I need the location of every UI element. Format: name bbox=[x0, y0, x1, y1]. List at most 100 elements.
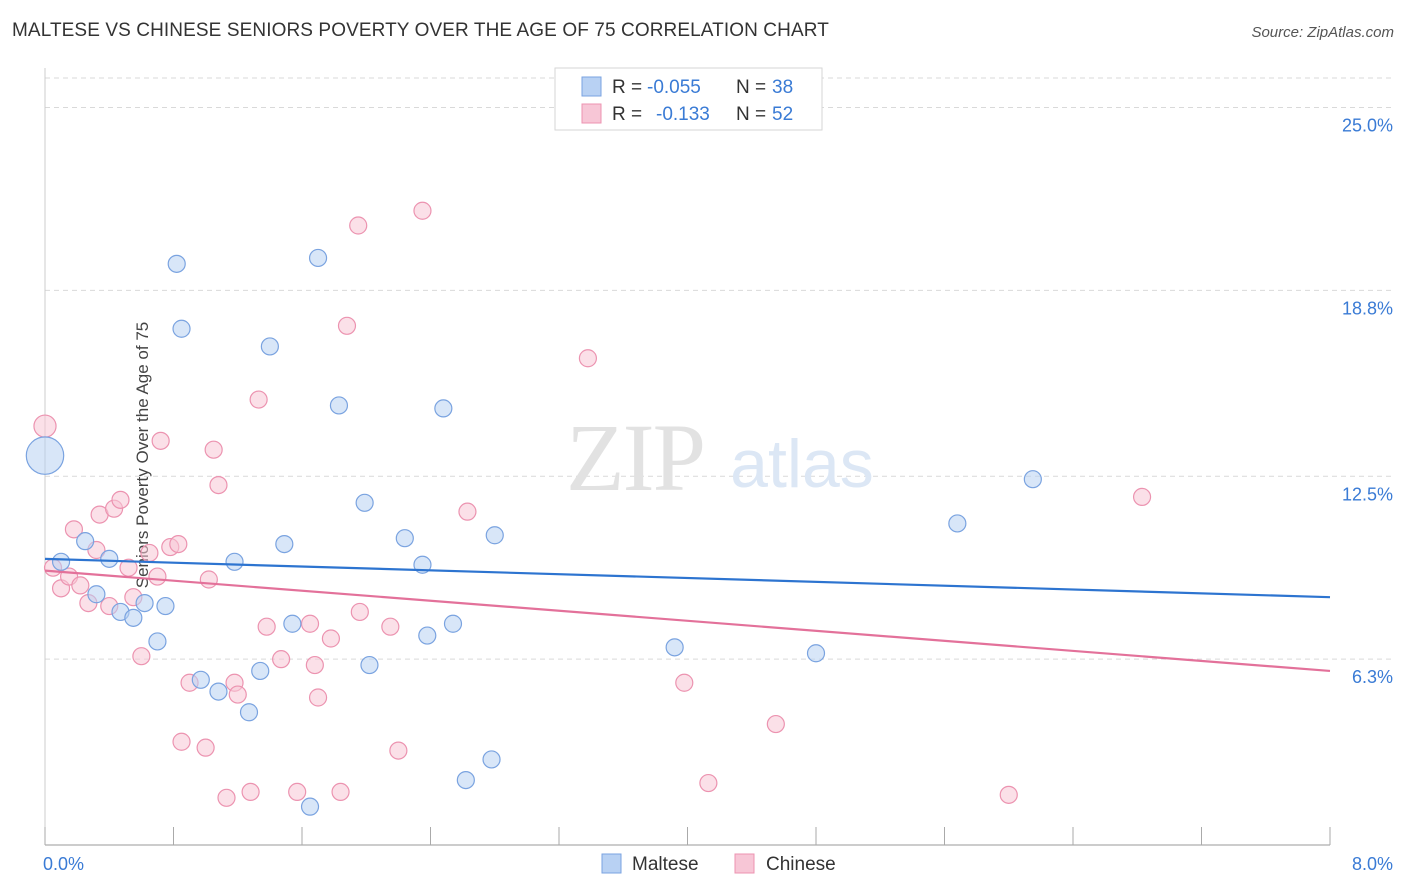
maltese-point bbox=[806, 644, 826, 663]
legend-chinese-n-value: 52 bbox=[772, 104, 793, 125]
y-tick-label: 25.0% bbox=[1342, 116, 1393, 136]
maltese-point bbox=[456, 770, 475, 790]
chart-title: MALTESE VS CHINESE SENIORS POVERTY OVER … bbox=[12, 20, 829, 41]
legend-chinese-swatch bbox=[581, 103, 602, 124]
maltese-point bbox=[948, 514, 967, 533]
maltese-point bbox=[156, 596, 175, 616]
legend-maltese-r-value: -0.055 bbox=[647, 77, 701, 98]
chinese-point bbox=[337, 316, 357, 335]
chinese-point bbox=[308, 688, 328, 707]
legend-top: R = -0.055 N = 38 R = -0.133 N = 52 bbox=[554, 67, 823, 131]
legend-bottom-chinese-label: Chinese bbox=[766, 854, 836, 875]
watermark-atlas: atlas bbox=[730, 426, 874, 502]
maltese-point bbox=[124, 608, 143, 627]
chinese-point bbox=[272, 650, 291, 669]
maltese-trend-line bbox=[44, 557, 1331, 599]
maltese-point bbox=[665, 638, 684, 657]
x-tick-label-max: 8.0% bbox=[1352, 854, 1393, 874]
chinese-point bbox=[140, 543, 159, 563]
maltese-point bbox=[251, 661, 270, 681]
maltese-point bbox=[275, 534, 294, 554]
watermark-zip: ZIP bbox=[566, 404, 704, 511]
maltese-point bbox=[100, 549, 119, 568]
chinese-point bbox=[71, 576, 90, 595]
legend-bottom-maltese-swatch bbox=[601, 853, 622, 874]
maltese-point bbox=[148, 632, 167, 651]
chinese-trend-line bbox=[44, 569, 1331, 673]
maltese-point bbox=[360, 655, 379, 675]
source-label: Source: ZipAtlas.com bbox=[1251, 24, 1394, 41]
chinese-point bbox=[331, 782, 350, 802]
chinese-point bbox=[209, 476, 228, 495]
chinese-point bbox=[111, 490, 130, 509]
chinese-point bbox=[381, 617, 400, 636]
chinese-point bbox=[675, 673, 694, 692]
maltese-point bbox=[329, 396, 349, 415]
chinese-point bbox=[228, 685, 247, 704]
maltese-point bbox=[135, 593, 154, 613]
chinese-point bbox=[458, 502, 477, 521]
chinese-point bbox=[578, 349, 598, 368]
maltese-point bbox=[1023, 470, 1042, 489]
y-tick-labels: 6.3% 12.5% 18.8% 25.0% bbox=[1342, 116, 1393, 688]
maltese-point bbox=[355, 493, 374, 512]
legend-bottom-chinese-swatch bbox=[734, 853, 755, 874]
chinese-point bbox=[249, 390, 268, 409]
maltese-point bbox=[25, 436, 65, 475]
chinese-point bbox=[699, 773, 718, 793]
chinese-point bbox=[132, 647, 151, 666]
chinese-point bbox=[172, 732, 191, 751]
chinese-point bbox=[305, 655, 324, 675]
maltese-point bbox=[434, 399, 453, 418]
legend-bottom: Maltese Chinese bbox=[601, 853, 836, 875]
chinese-point bbox=[196, 738, 215, 757]
maltese-point bbox=[209, 682, 228, 701]
chinese-point bbox=[64, 520, 84, 539]
maltese-point bbox=[485, 526, 504, 545]
y-tick-label: 18.8% bbox=[1342, 298, 1393, 318]
chinese-point bbox=[241, 782, 260, 802]
legend-chinese-r-value: -0.133 bbox=[656, 104, 710, 125]
legend-bottom-maltese-label: Maltese bbox=[632, 854, 699, 875]
trend-lines bbox=[44, 557, 1331, 673]
watermark: ZIP atlas bbox=[566, 404, 874, 511]
gridlines bbox=[45, 77, 1393, 660]
chinese-point bbox=[349, 216, 368, 235]
maltese-point bbox=[283, 614, 302, 633]
chinese-point bbox=[413, 201, 432, 220]
y-tick-label: 12.5% bbox=[1342, 484, 1393, 504]
maltese-point bbox=[225, 552, 244, 571]
maltese-point bbox=[167, 254, 186, 273]
chinese-point bbox=[389, 741, 408, 760]
maltese-point bbox=[482, 750, 501, 769]
chinese-point bbox=[33, 414, 57, 438]
legend-maltese-swatch bbox=[581, 76, 602, 97]
chinese-point bbox=[1132, 487, 1152, 506]
chinese-points bbox=[33, 201, 1152, 807]
chinese-point bbox=[204, 440, 223, 459]
maltese-point bbox=[87, 585, 106, 604]
y-tick-label: 6.3% bbox=[1352, 667, 1393, 687]
legend-chinese-r-label: R = bbox=[612, 104, 642, 125]
maltese-point bbox=[191, 670, 210, 689]
chinese-point bbox=[169, 534, 188, 554]
maltese-point bbox=[395, 529, 414, 548]
legend-maltese-n-value: 38 bbox=[772, 77, 793, 98]
chinese-point bbox=[217, 788, 236, 807]
chinese-point bbox=[766, 714, 785, 734]
maltese-point bbox=[308, 248, 328, 268]
chinese-point bbox=[288, 782, 307, 802]
chinese-point bbox=[999, 785, 1018, 804]
chinese-point bbox=[257, 617, 276, 636]
chinese-point bbox=[148, 567, 167, 586]
x-tick-labels: 0.0% 8.0% bbox=[43, 854, 1393, 874]
maltese-points bbox=[25, 248, 1042, 816]
maltese-point bbox=[300, 797, 320, 816]
maltese-point bbox=[418, 626, 437, 645]
chinese-point bbox=[300, 614, 320, 633]
maltese-point bbox=[172, 319, 191, 338]
maltese-point bbox=[443, 614, 463, 633]
legend-maltese-n-label: N = bbox=[736, 77, 766, 98]
maltese-point bbox=[51, 552, 71, 571]
